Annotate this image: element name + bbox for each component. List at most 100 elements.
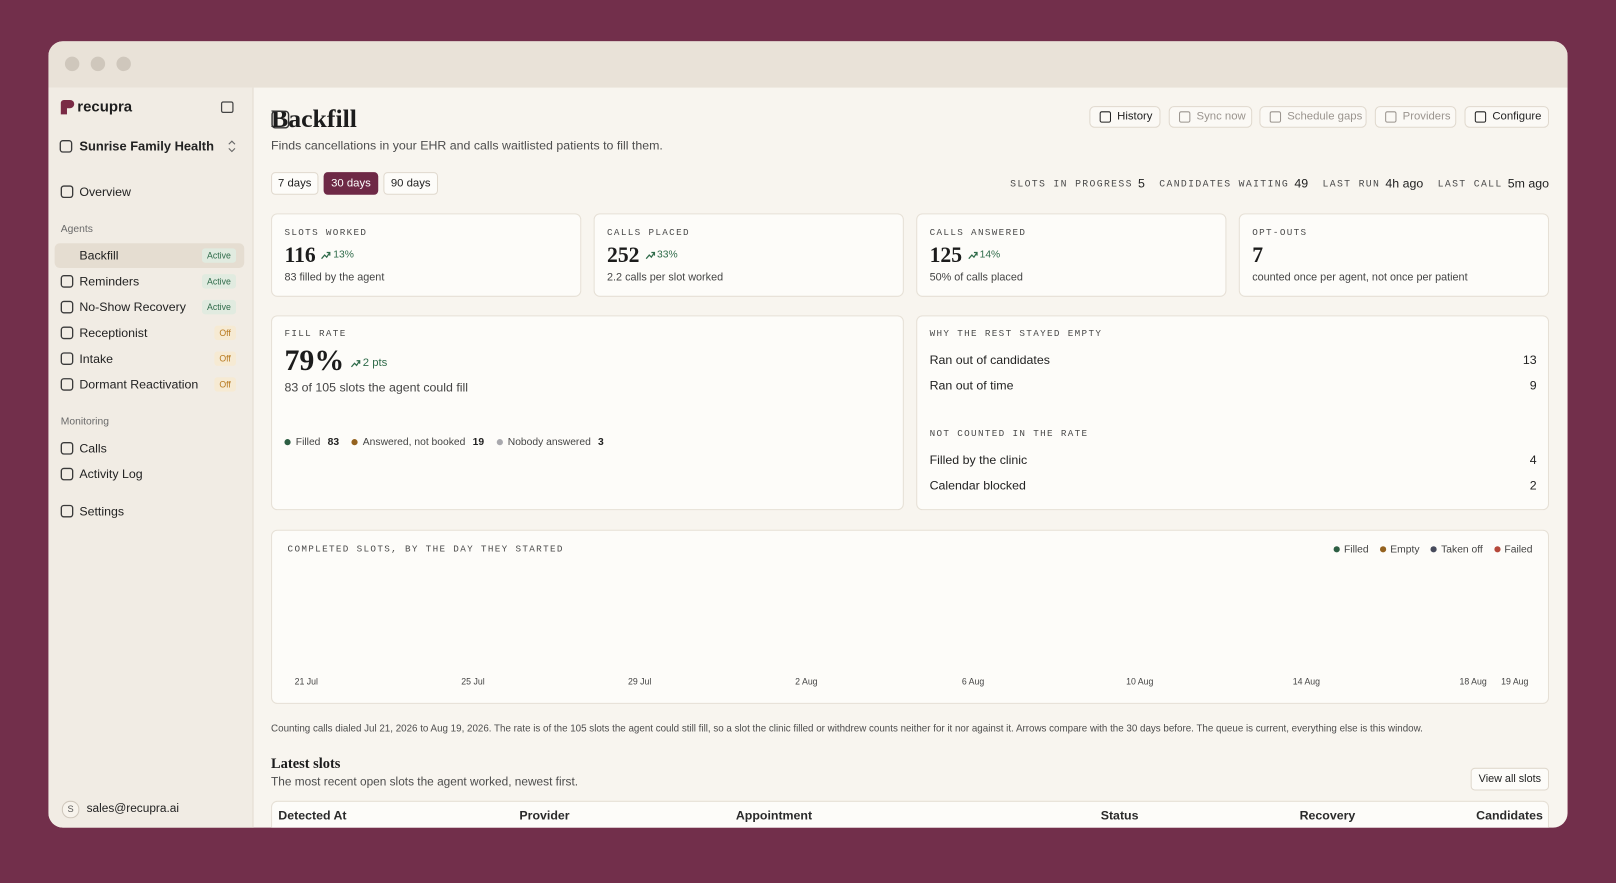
legend-item: Filled 83 [284,436,339,448]
status-label: SLOTS IN PROGRESS [1010,177,1133,190]
icon [60,378,74,391]
legend-name: Answered, not booked [362,436,466,448]
kpi-label: OPT-OUTS [1252,227,1308,239]
logo [60,99,67,115]
kpi-value: 116 [284,241,316,267]
range-pill[interactable]: 30 days [323,172,379,195]
legend-name: Empty [1390,543,1420,555]
legend-name: Filled [295,436,321,448]
breakdown-card [916,315,1550,511]
legend-name: Failed [1504,543,1533,555]
legend-name: Taken off [1441,543,1483,555]
window-dot[interactable] [90,56,106,72]
breakdown-label: Calendar blocked [929,478,1026,493]
action-button[interactable]: History [1089,106,1161,128]
page-icon [271,110,290,129]
button-icon [1099,111,1111,123]
breakdown-title: WHY THE REST STAYED EMPTY [929,328,1103,340]
status-badge: Off [214,377,237,392]
legend-item: Empty [1379,543,1420,555]
kpi-delta: 33% [645,249,678,260]
fill-rate-delta-value: 2 pts [362,356,388,369]
kpi-note: 83 filled by the agent [284,271,385,284]
status-label: LAST CALL [1437,177,1503,190]
action-button[interactable]: Schedule gaps [1259,106,1367,128]
legend-dot [1430,546,1438,553]
nav-item: Overview [79,184,131,199]
icon [60,275,74,288]
action-button[interactable]: Configure [1464,106,1550,128]
nav-item: Calls [79,441,107,456]
kpi-note: 50% of calls placed [929,271,1023,284]
logo [65,99,75,109]
breakdown-value: 2 [1529,478,1537,493]
fill-rate-legend: Filled 83 Answered, not booked 19 Nobody ans… [284,434,604,450]
button-label: Sync now [1196,110,1246,123]
kpi-value: 125 [929,241,963,267]
x-tick-label: 10 Aug [1126,676,1154,687]
legend-item: Taken off [1430,543,1483,555]
x-tick-label: 21 Jul [294,676,318,687]
fill-rate-delta: 2 pts [350,357,387,369]
button-icon [1179,111,1191,123]
kpi-value-row: 252 33% [607,242,678,267]
button-label: Schedule gaps [1287,110,1363,123]
status-badge: Active [201,274,237,289]
button-icon [1474,111,1487,123]
nav-item: Receptionist [79,325,148,341]
kpi-value: 7 [1252,241,1264,267]
legend-dot [1494,546,1501,553]
legend-item: Filled [1333,543,1369,555]
x-tick-label: 19 Aug [1501,676,1529,687]
legend-value: 19 [472,436,485,448]
button-label: Configure [1492,110,1542,123]
icon [60,352,74,365]
app-window: Backfill Finds cancellations in your EHR… [48,41,1568,828]
legend-item: Answered, not booked 19 [351,436,485,448]
column-header: Candidates [1476,807,1543,823]
nav-item: Reminders [79,274,140,289]
nav-item: No-Show Recovery [79,299,186,315]
chevron [228,148,236,153]
breakdown-value: 4 [1529,452,1537,467]
window-dot[interactable] [116,56,131,72]
fill-rate-value: 79% [284,343,345,377]
x-tick-label: 29 Jul [627,676,652,687]
legend-name: Filled [1344,543,1369,555]
title-bar [48,41,1568,88]
status-value: 5m ago [1507,176,1550,191]
section-subtitle: The most recent open slots the agent wor… [271,776,579,789]
icon [60,300,74,314]
table [271,800,1550,828]
kpi-note: 2.2 calls per slot worked [607,271,724,284]
range-pill[interactable]: 90 days [383,172,439,195]
kpi-card [916,213,1227,297]
action-button[interactable]: Sync now [1168,106,1253,128]
chart-legend: Filled Empty Taken off Failed [1333,541,1533,557]
action-button[interactable]: Providers [1374,106,1457,128]
nav-section: Monitoring [60,416,109,428]
kpi-value-row: 7 [1252,242,1263,267]
breakdown-label: Ran out of time [929,378,1014,393]
kpi-delta: 13% [321,249,354,260]
icon [60,326,74,340]
legend-value: 3 [598,436,604,448]
status-value: 5 [1137,176,1145,191]
window-dot[interactable] [64,56,80,72]
kpi-label: CALLS ANSWERED [929,227,1027,239]
x-tick-label: 2 Aug [795,676,818,687]
status-value: 49 [1294,176,1309,191]
kpi-delta-value: 14% [979,248,1001,261]
button-label: History [1117,110,1153,123]
range-pill[interactable]: 7 days [271,172,319,195]
x-tick-label: 18 Aug [1459,676,1487,687]
kpi-card [271,213,582,297]
window-content: Backfill Finds cancellations in your EHR… [48,41,1568,828]
column-header: Provider [519,807,570,823]
view-all-button[interactable]: View all slots [1470,767,1550,791]
fill-rate-label: FILL RATE [284,328,347,340]
kpi-value-row: 125 14% [930,242,1001,267]
status-row: SLOTS IN PROGRESS 5 CANDIDATES WAITING 49 LA… [1010,174,1549,193]
breakdown-label: Filled by the clinic [929,452,1028,467]
